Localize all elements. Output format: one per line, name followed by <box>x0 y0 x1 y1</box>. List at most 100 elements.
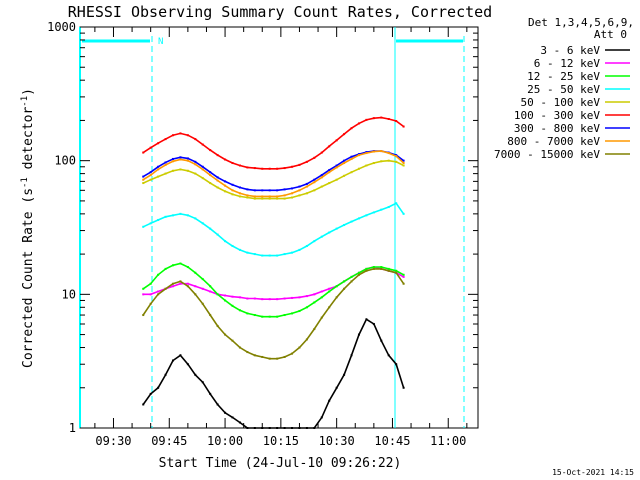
series-point <box>149 282 152 285</box>
series-point <box>164 373 167 376</box>
series-point <box>224 299 227 302</box>
series-point <box>320 235 323 238</box>
series-point <box>283 188 286 191</box>
series-point <box>320 416 323 419</box>
series-point <box>142 178 145 181</box>
series-point <box>395 269 398 272</box>
series-point <box>328 171 331 174</box>
x-tick-label: 10:15 <box>263 434 299 448</box>
series-point <box>268 427 271 429</box>
series-point <box>238 346 241 349</box>
plot-frame <box>79 26 479 429</box>
legend-header-line-1: Det 1,3,4,5,6,9, <box>528 16 634 29</box>
series-point <box>320 185 323 188</box>
series-point <box>298 194 301 197</box>
series-point <box>328 287 331 290</box>
series-point <box>149 171 152 174</box>
series-point <box>298 248 301 251</box>
series-point <box>224 240 227 243</box>
series-point <box>149 174 152 177</box>
series-point <box>313 328 316 331</box>
series-point <box>276 197 279 200</box>
series-point <box>164 287 167 290</box>
series-point <box>231 304 234 307</box>
series-point <box>313 189 316 192</box>
series-point <box>357 273 360 276</box>
series-point <box>142 225 145 228</box>
series-point <box>216 324 219 327</box>
series-point <box>149 222 152 225</box>
series-2 <box>142 262 405 318</box>
generation-timestamp: 15-Oct-2021 14:15 <box>552 468 634 477</box>
legend-label: 7000 - 15000 keV <box>494 148 600 161</box>
series-point <box>380 150 383 153</box>
series-point <box>238 296 241 299</box>
series-point <box>179 168 182 171</box>
series-point <box>276 357 279 360</box>
y-tick-label: 1000 <box>47 20 76 34</box>
series-point <box>164 163 167 166</box>
series-point <box>157 168 160 171</box>
series-point <box>268 189 271 192</box>
series-point <box>320 176 323 179</box>
series-point <box>313 301 316 304</box>
series-4 <box>142 159 405 200</box>
series-0 <box>142 318 405 429</box>
series-point <box>268 298 271 301</box>
series-point <box>402 386 405 389</box>
series-point <box>209 174 212 177</box>
series-point <box>231 339 234 342</box>
series-point <box>253 297 256 300</box>
series-point <box>157 293 160 296</box>
series-point <box>291 296 294 299</box>
series-point <box>395 271 398 274</box>
series-point <box>343 280 346 283</box>
series-point <box>231 244 234 247</box>
series-point <box>291 196 294 199</box>
series-point <box>179 354 182 357</box>
legend-label: 100 - 300 keV <box>514 109 600 122</box>
series-point <box>365 151 368 154</box>
series-point <box>395 120 398 123</box>
series-point <box>201 381 204 384</box>
series-point <box>372 117 375 120</box>
series-point <box>387 117 390 120</box>
observing-annotations: N <box>79 27 465 428</box>
series-point <box>328 306 331 309</box>
series-point <box>276 298 279 301</box>
series-point <box>283 194 286 197</box>
series-point <box>157 218 160 221</box>
series-point <box>283 314 286 317</box>
series-7 <box>142 150 405 198</box>
series-point <box>313 178 316 181</box>
series-point <box>291 192 294 195</box>
series-point <box>246 251 249 254</box>
series-point <box>268 197 271 200</box>
series-point <box>209 392 212 395</box>
series-point <box>246 194 249 197</box>
series-point <box>305 185 308 188</box>
series-point <box>261 195 264 198</box>
series-point <box>164 215 167 218</box>
series-point <box>395 155 398 158</box>
series-point <box>194 138 197 141</box>
series-point <box>380 266 383 269</box>
series-point <box>261 167 264 170</box>
series-point <box>402 159 405 162</box>
series-point <box>402 162 405 165</box>
series-point <box>276 167 279 170</box>
series-point <box>216 186 219 189</box>
series-point <box>209 227 212 230</box>
series-point <box>365 267 368 270</box>
series-point <box>305 338 308 341</box>
legend-label: 300 - 800 keV <box>514 122 600 135</box>
series-point <box>298 163 301 166</box>
series-point <box>313 240 316 243</box>
series-point <box>261 355 264 358</box>
series-point <box>157 142 160 145</box>
series-point <box>142 287 145 290</box>
x-tick-label: 10:00 <box>207 434 243 448</box>
series-point <box>276 315 279 318</box>
series-point <box>253 197 256 200</box>
